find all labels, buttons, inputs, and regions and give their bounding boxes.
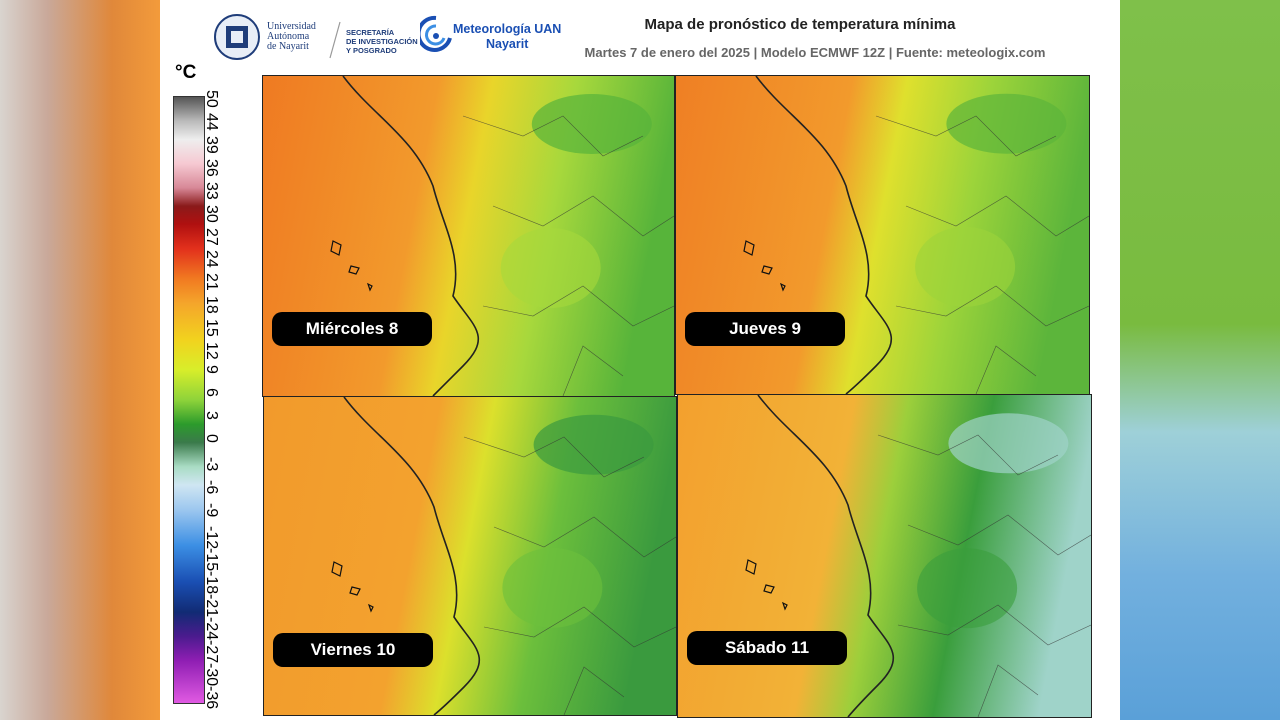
subtitle: Martes 7 de enero del 2025 | Modelo ECMW… [584,45,1046,60]
map-panel: Jueves 9 [675,75,1090,395]
map [678,395,1091,717]
blurred-background [1120,0,1280,720]
logo-line: de Nayarit [267,41,309,52]
legend-tick: 24 [203,250,220,269]
logo-line: DE INVESTIGACIÓN [346,37,418,46]
logo-line: Universidad [267,21,316,32]
legend-tick: -27 [203,640,220,664]
legend-tick: 36 [203,158,220,177]
day-label: Jueves 9 [685,312,845,346]
color-bar-ticks: 50 44 39 36 33 30 27 24 21 18 15 12 9 6 3 0 -3 -6 -9 -12 -15… [203,90,228,709]
map-panel: Viernes 10 [263,396,677,716]
legend-tick: -21 [203,594,220,618]
legend-tick: 0 [203,433,220,443]
map [264,397,676,715]
legend-tick: 18 [203,296,220,315]
logo-line: Autónoma [267,31,310,42]
meteorology-logo [420,15,452,52]
logo-text: Universidad Autónoma de Nayarit [267,22,316,52]
legend-tick: -15 [203,548,220,572]
map-panel: Miércoles 8 [262,75,675,397]
legend-tick: 50 [203,90,220,108]
legend-tick: 21 [203,273,220,292]
legend-tick: 12 [203,342,220,360]
legend-tick: 33 [203,181,220,200]
legend-tick: -3 [203,456,220,471]
logo-line: SECRETARÍA [346,28,395,37]
color-bar [173,96,205,704]
divider [329,21,341,59]
legend-tick: -24 [203,617,220,641]
legend-tick: 9 [203,365,220,374]
legend-tick: 39 [203,135,220,154]
forecast-sheet: Universidad Autónoma de Nayarit SECRETAR… [160,0,1120,720]
logo-line: Nayarit [485,37,529,51]
legend-tick: -12 [203,525,220,549]
legend-unit: °C [175,62,197,83]
legend-tick: 27 [203,227,220,246]
legend-tick: -6 [203,479,220,494]
title: Mapa de pronóstico de temperatura mínima [644,16,956,33]
university-seal [214,14,260,60]
map [676,76,1089,394]
logo-text: SECRETARÍA DE INVESTIGACIÓN Y POSGRADO [346,28,418,55]
legend-tick: -9 [203,502,220,517]
logo-line: Meteorología UAN [453,22,562,36]
map-panel: Sábado 11 [677,394,1092,718]
legend-tick: -18 [203,571,220,595]
legend-tick: -36 [203,686,220,710]
day-label: Sábado 11 [687,631,847,665]
legend-tick: -30 [203,663,220,687]
map [263,76,674,396]
legend-tick: 15 [203,319,220,338]
logo-text: Meteorología UAN Nayarit [453,22,561,52]
legend-tick: 30 [203,204,220,223]
blurred-background [0,0,160,720]
day-label: Miércoles 8 [272,312,432,346]
legend-tick: 6 [203,388,220,397]
legend-tick: 3 [203,410,220,420]
logo-line: Y POSGRADO [346,46,397,55]
legend-tick: 44 [203,112,220,131]
day-label: Viernes 10 [273,633,433,667]
